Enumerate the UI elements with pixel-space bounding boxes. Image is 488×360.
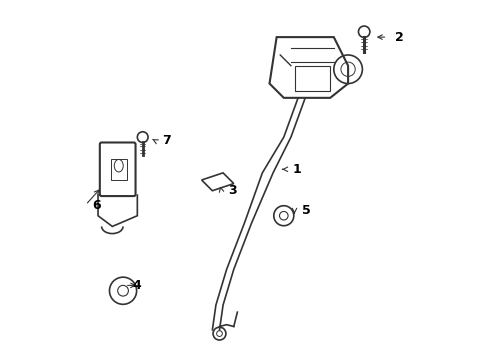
Bar xyxy=(110,158,126,180)
Text: 7: 7 xyxy=(162,134,171,147)
Text: 1: 1 xyxy=(292,163,301,176)
Text: 5: 5 xyxy=(301,204,310,217)
Bar xyxy=(294,66,329,91)
Text: 2: 2 xyxy=(394,31,403,44)
Text: 4: 4 xyxy=(132,279,141,292)
Text: 3: 3 xyxy=(228,184,237,197)
Text: 6: 6 xyxy=(93,198,101,212)
